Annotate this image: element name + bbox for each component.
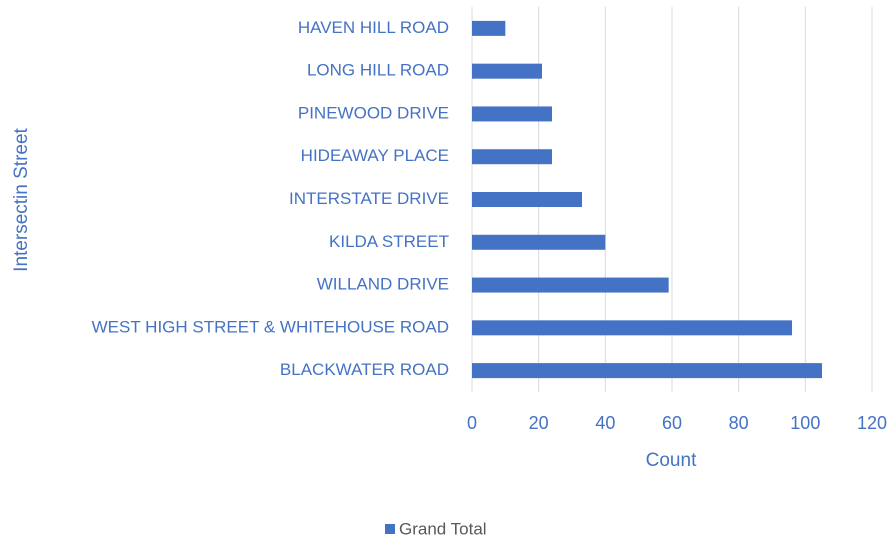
bar xyxy=(472,20,506,36)
legend-label: Grand Total xyxy=(399,519,487,538)
bar xyxy=(472,320,792,336)
legend-swatch xyxy=(385,524,395,534)
y-tick-label: BLACKWATER ROAD xyxy=(280,360,449,379)
y-tick-label: HAVEN HILL ROAD xyxy=(298,18,449,37)
y-tick-label: WILLAND DRIVE xyxy=(317,275,449,294)
bar xyxy=(472,106,552,122)
bar xyxy=(472,192,582,207)
x-tick-label: 0 xyxy=(467,413,477,433)
y-tick-label: WEST HIGH STREET & WHITEHOUSE ROAD xyxy=(92,317,449,336)
bar xyxy=(472,149,552,165)
bar xyxy=(472,277,669,293)
x-tick-label: 120 xyxy=(857,413,887,433)
bar xyxy=(472,63,542,79)
x-axis-title: Count xyxy=(646,450,697,471)
x-tick-label: 80 xyxy=(729,413,749,433)
x-tick-label: 60 xyxy=(662,413,682,433)
y-tick-label: KILDA STREET xyxy=(329,232,449,251)
bar xyxy=(472,234,606,250)
bar xyxy=(472,363,822,379)
y-tick-label: PINEWOOD DRIVE xyxy=(298,103,449,122)
y-tick-label: LONG HILL ROAD xyxy=(307,61,449,80)
x-tick-label: 40 xyxy=(595,413,615,433)
y-tick-label: INTERSTATE DRIVE xyxy=(289,189,449,208)
y-axis-title: Intersectin Street xyxy=(11,127,32,271)
x-tick-label: 100 xyxy=(790,413,820,433)
x-tick-label: 20 xyxy=(529,413,549,433)
y-tick-label: HIDEAWAY PLACE xyxy=(301,146,449,165)
